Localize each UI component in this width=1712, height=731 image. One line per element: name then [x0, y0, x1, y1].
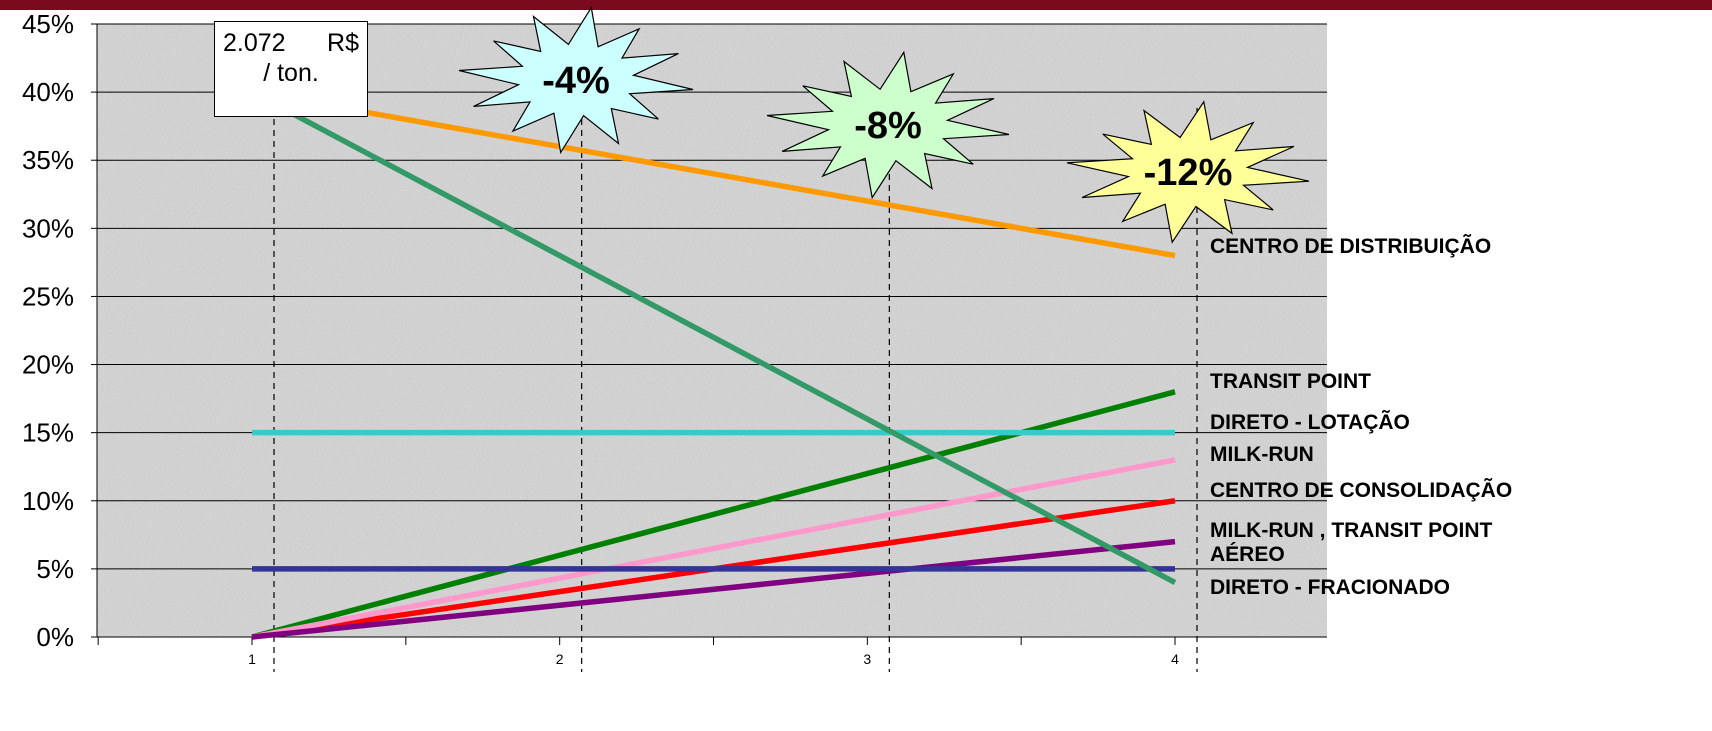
- y-tick-label: 40%: [22, 77, 74, 107]
- x-axis: 1 2 3 4: [97, 636, 1327, 667]
- y-tick-label: 20%: [22, 350, 74, 380]
- series-labels: CENTRO DE DISTRIBUIÇÃO TRANSIT POINT DIRET…: [1210, 235, 1512, 599]
- starburst-shape: [766, 50, 1010, 200]
- x-tick-label: 2: [556, 651, 564, 667]
- y-tick-label: 25%: [22, 281, 74, 311]
- series-label-cd: CENTRO DE DISTRIBUIÇÃO: [1210, 235, 1491, 258]
- savings-bursts: -4% -8% -12%: [458, 5, 1310, 244]
- y-tick-label: 45%: [22, 9, 74, 39]
- series-label-aereo: AÉREO: [1210, 543, 1285, 566]
- y-tick-label: 0%: [36, 622, 74, 652]
- x-tick-label: 1: [248, 651, 256, 667]
- y-tick-label: 10%: [22, 486, 74, 516]
- y-tick-label: 35%: [22, 145, 74, 175]
- starburst-label: -8%: [854, 105, 922, 147]
- starburst-label: -12%: [1144, 152, 1233, 194]
- series-label-df: DIRETO - FRACIONADO: [1210, 576, 1450, 599]
- callout-currency: R$: [327, 29, 359, 57]
- starburst-label: -4%: [542, 60, 610, 102]
- series-line-df: [250, 89, 1177, 585]
- x-tick-label: 3: [863, 651, 871, 667]
- y-tick-label: 5%: [36, 554, 74, 584]
- callout-unit: / ton.: [263, 59, 319, 87]
- series-line-mr: [251, 457, 1176, 640]
- y-tick-label: 30%: [22, 213, 74, 243]
- starburst-shape: [1066, 100, 1310, 244]
- series-label-tp: TRANSIT POINT: [1210, 370, 1371, 393]
- callout-value: 2.072: [223, 29, 286, 57]
- y-tick-label: 15%: [22, 418, 74, 448]
- series-label-mrtp: MILK-RUN , TRANSIT POINT: [1210, 519, 1492, 542]
- top-banner-bar: [0, 0, 1712, 10]
- series-line-cd: [251, 89, 1176, 259]
- series-label-mr: MILK-RUN: [1210, 443, 1314, 466]
- plot-area: [97, 24, 1327, 637]
- starburst-shape: [458, 5, 694, 155]
- plot-texture: [97, 24, 1327, 637]
- x-tick-label: 4: [1171, 651, 1179, 667]
- series-lines: [250, 89, 1177, 640]
- series-label-dl: DIRETO - LOTAÇÃO: [1210, 411, 1410, 434]
- price-callout-box: 2.072 R$ / ton.: [214, 21, 368, 117]
- series-line-mrtp: [251, 538, 1176, 640]
- y-axis: 0% 5% 10% 15% 20% 25% 30% 35% 40% 45%: [22, 9, 98, 652]
- series-label-cc: CENTRO DE CONSOLIDAÇÃO: [1210, 479, 1512, 502]
